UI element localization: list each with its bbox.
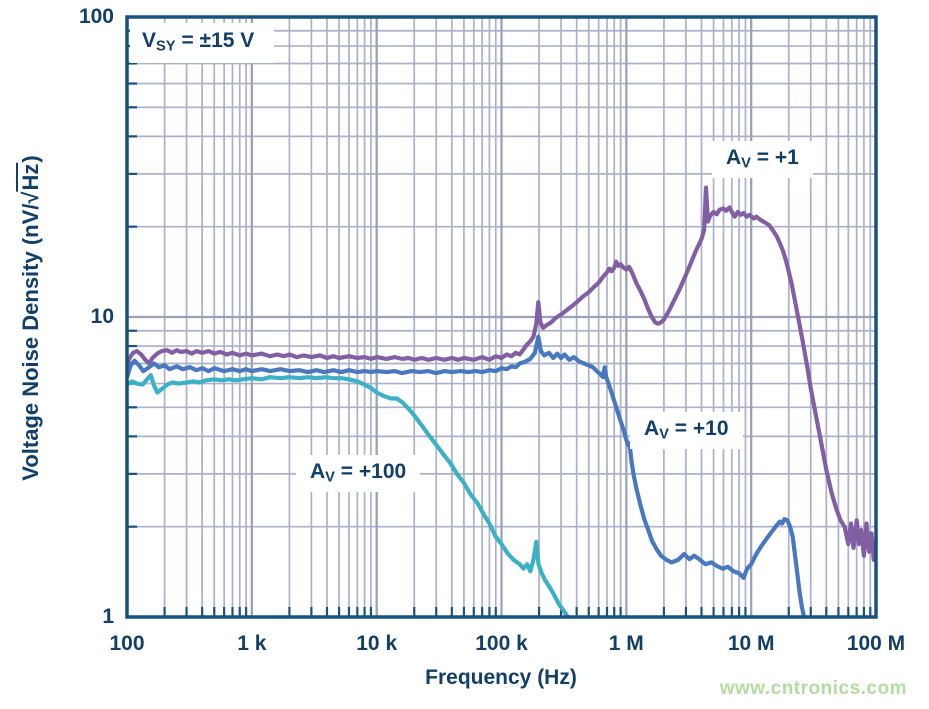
annotation-av1: AV = +1 — [712, 141, 813, 178]
series-av100 — [127, 373, 570, 617]
annotation-av10: AV = +10 — [630, 412, 743, 449]
watermark: www.cntronics.com — [719, 678, 907, 699]
y-axis-title: Voltage Noise Density (nV/√Hz) — [16, 155, 44, 481]
x-tick-label: 100 — [109, 632, 145, 655]
axis-ticks — [127, 29, 872, 617]
x-tick-label: 10 M — [727, 632, 775, 655]
x-tick-label: 1 k — [237, 632, 267, 655]
annotation-supply-voltage: VSY = ±15 V — [130, 23, 275, 63]
y-tick-label: 100 — [78, 5, 114, 28]
x-tick-label: 10 k — [356, 632, 398, 655]
y-axis-title-close: ) — [18, 155, 43, 163]
series-av10 — [127, 334, 807, 617]
sqrt-symbol: √ — [18, 191, 43, 204]
series-group — [127, 185, 876, 617]
y-tick-label: 10 — [90, 305, 114, 328]
y-axis-title-text: Voltage Noise Density (nV/ — [18, 203, 43, 481]
sqrt-radicand: Hz — [16, 162, 43, 192]
y-tick-label: 1 — [102, 605, 114, 628]
series-av1 — [127, 185, 876, 563]
x-tick-label: 100 M — [846, 632, 906, 655]
annotation-av100: AV = +100 — [296, 455, 421, 492]
x-tick-label: 1 M — [608, 632, 644, 655]
x-tick-label: 100 k — [475, 632, 528, 655]
x-axis-title: Frequency (Hz) — [425, 666, 577, 689]
plot-border — [125, 15, 878, 619]
grid — [127, 17, 876, 617]
